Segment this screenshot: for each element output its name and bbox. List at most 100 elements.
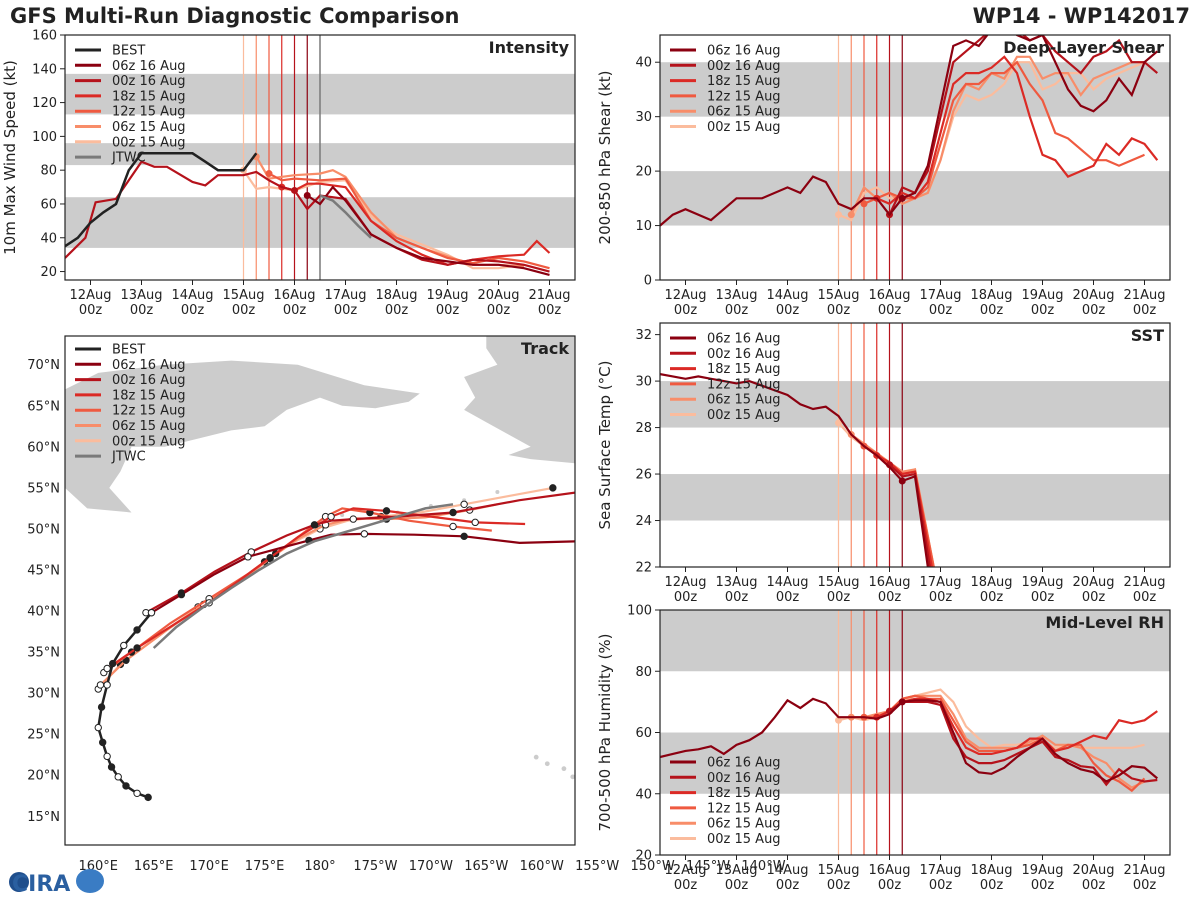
shear-xtick-label: 20Aug (1073, 288, 1115, 303)
rh-series-init-point (898, 698, 906, 706)
track-best-point (108, 659, 117, 668)
track-series-point (349, 515, 357, 523)
track-lon-label: 155°W (575, 859, 619, 874)
rh-xtick-sublabel: 00z (980, 878, 1004, 893)
sst-ytick-label: 32 (635, 328, 652, 343)
track-land (533, 754, 539, 760)
shear-series-line (838, 61, 1145, 222)
track-lon-label: 160°W (520, 859, 564, 874)
rh-ytick-label: 100 (627, 604, 652, 619)
rh-xtick-label: 21Aug (1124, 863, 1166, 878)
track-legend-label: JTWC (111, 450, 146, 465)
intensity-legend-label: JTWC (111, 151, 146, 166)
track-legend-label: BEST (112, 343, 145, 358)
rh-legend-label: 00z 15 Aug (707, 832, 781, 847)
track-series-point (177, 590, 186, 599)
rh-xtick-sublabel: 00z (878, 878, 902, 893)
shear-series-line (660, 35, 1159, 227)
sst-xtick-label: 14Aug (767, 575, 809, 590)
intensity-xtick-sublabel: 00z (283, 303, 307, 318)
rh-ytick-label: 80 (635, 665, 652, 680)
track-best-point (107, 763, 116, 771)
track-best-point (94, 723, 102, 732)
page-title: GFS Multi-Run Diagnostic Comparison (10, 4, 460, 28)
track-series-point (244, 553, 252, 561)
rh-xtick-label: 15Aug (818, 863, 860, 878)
shear-xtick-sublabel: 00z (980, 303, 1004, 318)
sst-series-init-point (898, 477, 906, 485)
intensity-legend-label: 06z 15 Aug (112, 120, 186, 135)
track-series-point (327, 512, 335, 521)
sst-xtick-sublabel: 00z (1031, 590, 1055, 605)
track-lon-label: 150°W (631, 859, 675, 874)
track-legend-label: 06z 15 Aug (112, 419, 186, 434)
intensity-ytick-label: 120 (32, 96, 57, 111)
rh-ylabel: 700-500 hPa Humidity (%) (596, 633, 614, 831)
track-best-point (133, 789, 141, 797)
intensity-xtick-sublabel: 00z (79, 303, 103, 318)
track-lat-label: 30°N (27, 687, 60, 702)
intensity-series-init-point (291, 186, 298, 194)
intensity-xtick-sublabel: 00z (232, 303, 256, 318)
shear-xtick-label: 13Aug (716, 288, 758, 303)
cira-logo-text: CIRA (12, 872, 70, 896)
intensity-xtick-label: 21Aug (529, 288, 571, 303)
track-series-line (106, 507, 526, 670)
intensity-xtick-sublabel: 00z (487, 303, 511, 318)
track-series-point (310, 521, 319, 529)
track-lon-label: 175°W (353, 859, 397, 874)
track-lat-label: 35°N (27, 646, 60, 661)
shear-series-init-point (835, 211, 842, 219)
intensity-series-line (65, 160, 550, 273)
shear-xtick-label: 12Aug (665, 288, 707, 303)
intensity-ytick-label: 140 (32, 62, 57, 77)
track-series-point (460, 532, 468, 541)
rh-xtick-label: 17Aug (920, 863, 962, 878)
sst-legend-label: 00z 15 Aug (707, 408, 781, 423)
track-series-point (96, 681, 105, 689)
track-series-point (471, 518, 479, 527)
track-series-point (449, 522, 457, 531)
intensity-xtick-label: 18Aug (376, 288, 418, 303)
track-series-point (721, 456, 727, 462)
track-series-point (549, 484, 557, 492)
shear-frame (659, 34, 1171, 281)
rh-legend-label: 06z 15 Aug (707, 817, 781, 832)
sst-series-line (660, 373, 929, 567)
track-title: Track (521, 339, 569, 358)
intensity-legend-label: 06z 16 Aug (112, 59, 186, 74)
sst-ytick-label: 24 (635, 514, 652, 529)
track-best-point (122, 782, 130, 790)
track-series-point (360, 530, 369, 538)
sst-series-line (888, 463, 931, 567)
intensity-xtick-sublabel: 00z (130, 303, 154, 318)
intensity-ytick-label: 60 (40, 197, 57, 212)
shear-legend-label: 12z 15 Aug (707, 89, 781, 104)
shear-xtick-label: 21Aug (1124, 288, 1166, 303)
intensity-title: Intensity (489, 38, 570, 57)
rh-ytick-label: 40 (635, 787, 652, 802)
sst-legend-label: 06z 15 Aug (707, 393, 781, 408)
track-land (65, 442, 99, 460)
track-legend-label: 06z 16 Aug (112, 358, 186, 373)
rh-xtick-label: 20Aug (1073, 863, 1115, 878)
sst-legend-label: 12z 15 Aug (707, 377, 781, 392)
sst-xtick-sublabel: 00z (1133, 590, 1157, 605)
intensity-xtick-label: 12Aug (70, 288, 112, 303)
sst-xtick-label: 21Aug (1124, 575, 1166, 590)
track-series-point (449, 508, 457, 517)
shear-legend-label: 18z 15 Aug (707, 74, 781, 89)
shear-xtick-sublabel: 00z (1031, 303, 1055, 318)
shear-xtick-label: 17Aug (920, 288, 962, 303)
rh-xtick-sublabel: 00z (929, 878, 953, 893)
sst-xtick-label: 17Aug (920, 575, 962, 590)
track-best-point (103, 681, 111, 689)
intensity-xtick-label: 19Aug (427, 288, 469, 303)
shear-xtick-label: 15Aug (818, 288, 860, 303)
track-lon-label: 170°E (189, 859, 229, 874)
shear-series-init-point (847, 211, 855, 219)
sst-xtick-sublabel: 00z (725, 590, 749, 605)
shear-ytick-label: 20 (635, 165, 652, 180)
sst-xtick-sublabel: 00z (674, 590, 698, 605)
rh-xtick-sublabel: 00z (1031, 878, 1055, 893)
